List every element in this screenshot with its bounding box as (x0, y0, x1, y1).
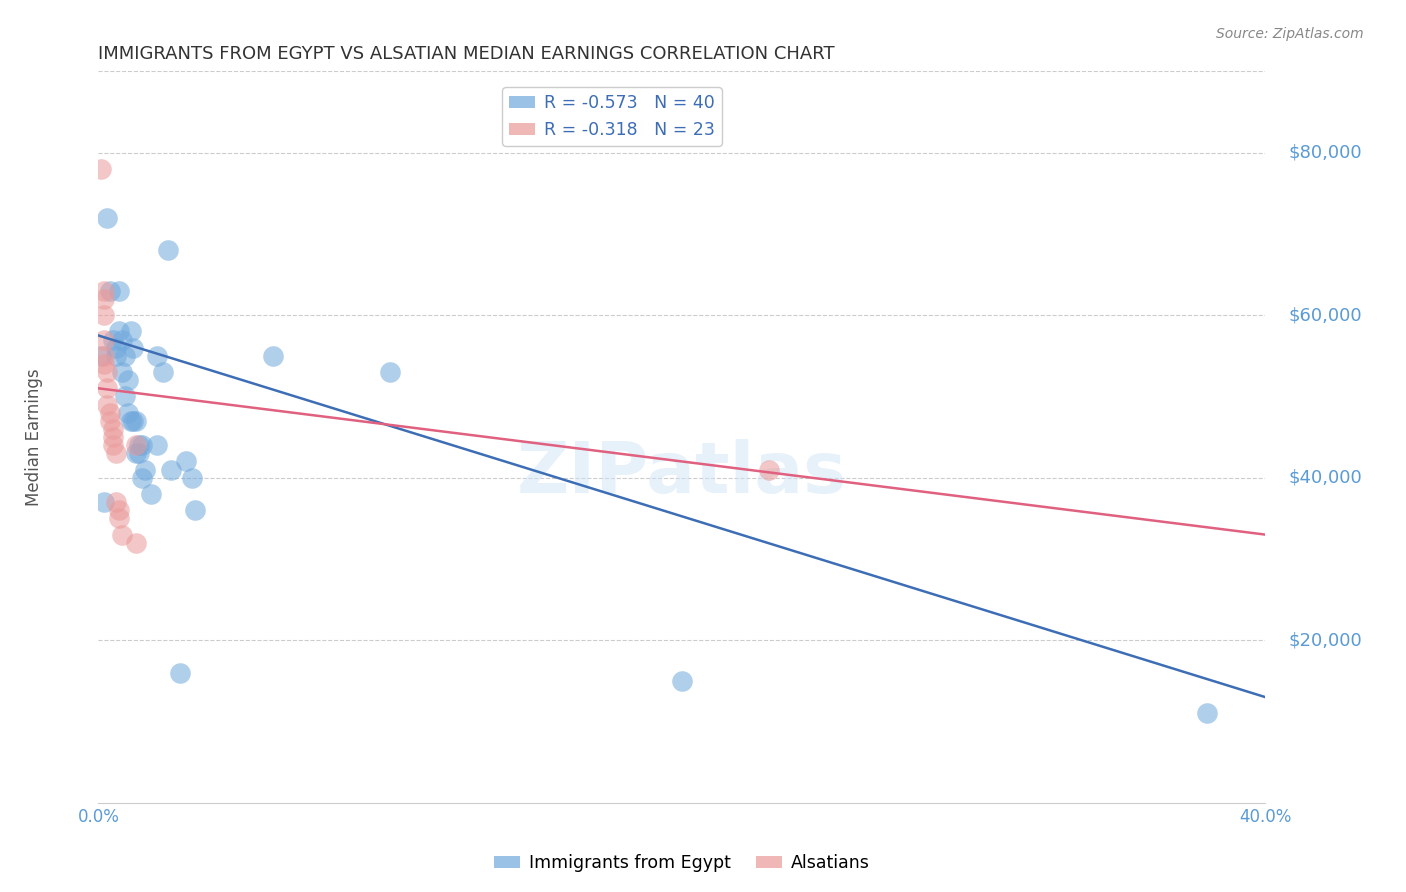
Point (146, 438, 169, 452)
Point (108, 503, 131, 517)
Point (104, 349, 127, 363)
Point (108, 511, 131, 525)
Text: IMMIGRANTS FROM EGYPT VS ALSATIAN MEDIAN EARNINGS CORRELATION CHART: IMMIGRANTS FROM EGYPT VS ALSATIAN MEDIAN… (98, 45, 835, 62)
Point (671, 673, 693, 688)
Point (262, 349, 284, 363)
Point (111, 333, 134, 347)
Point (98, 414, 121, 428)
Point (104, 495, 127, 509)
Point (120, 325, 142, 339)
Point (93, 349, 115, 363)
Point (101, 430, 124, 444)
Point (98, 284, 121, 298)
Point (90, 161, 112, 176)
Point (183, 503, 205, 517)
Point (96, 211, 118, 225)
Point (104, 446, 127, 460)
Point (108, 325, 131, 339)
Point (122, 341, 145, 355)
Point (104, 341, 127, 355)
Point (93, 292, 115, 306)
Point (96, 381, 118, 395)
Point (139, 487, 162, 501)
Point (125, 438, 148, 452)
Point (96, 398, 118, 412)
Point (169, 665, 191, 680)
Point (93, 333, 115, 347)
Point (378, 365, 402, 379)
Point (125, 535, 148, 549)
Point (131, 471, 153, 485)
Point (120, 414, 142, 428)
Point (93, 284, 115, 298)
Point (101, 438, 124, 452)
Point (101, 333, 124, 347)
Point (152, 365, 174, 379)
Point (101, 422, 124, 436)
Point (117, 406, 139, 420)
Point (93, 308, 115, 322)
Point (114, 349, 136, 363)
Point (93, 495, 115, 509)
Text: $80,000: $80,000 (1289, 144, 1362, 161)
Point (134, 462, 156, 476)
Legend: R = -0.573   N = 40, R = -0.318   N = 23: R = -0.573 N = 40, R = -0.318 N = 23 (502, 87, 721, 146)
Point (125, 414, 148, 428)
Point (108, 284, 131, 298)
Point (125, 446, 148, 460)
Point (160, 462, 183, 476)
Point (114, 389, 136, 403)
Point (180, 471, 202, 485)
Text: $60,000: $60,000 (1289, 306, 1362, 324)
Legend: Immigrants from Egypt, Alsatians: Immigrants from Egypt, Alsatians (486, 847, 877, 879)
Point (98, 406, 121, 420)
Text: $20,000: $20,000 (1289, 632, 1362, 649)
Point (157, 243, 180, 257)
Text: Source: ZipAtlas.com: Source: ZipAtlas.com (1216, 27, 1364, 41)
Point (128, 446, 150, 460)
Point (131, 438, 153, 452)
Point (96, 365, 118, 379)
Point (111, 527, 134, 541)
Point (90, 349, 112, 363)
Text: ZIPatlas: ZIPatlas (517, 439, 846, 508)
Text: Median Earnings: Median Earnings (25, 368, 44, 506)
Point (111, 365, 134, 379)
Point (758, 462, 780, 476)
Text: $40,000: $40,000 (1289, 468, 1362, 487)
Point (174, 454, 197, 468)
Point (122, 414, 145, 428)
Point (117, 373, 139, 387)
Point (146, 349, 169, 363)
Point (1195, 706, 1218, 721)
Point (128, 438, 150, 452)
Point (93, 357, 115, 371)
